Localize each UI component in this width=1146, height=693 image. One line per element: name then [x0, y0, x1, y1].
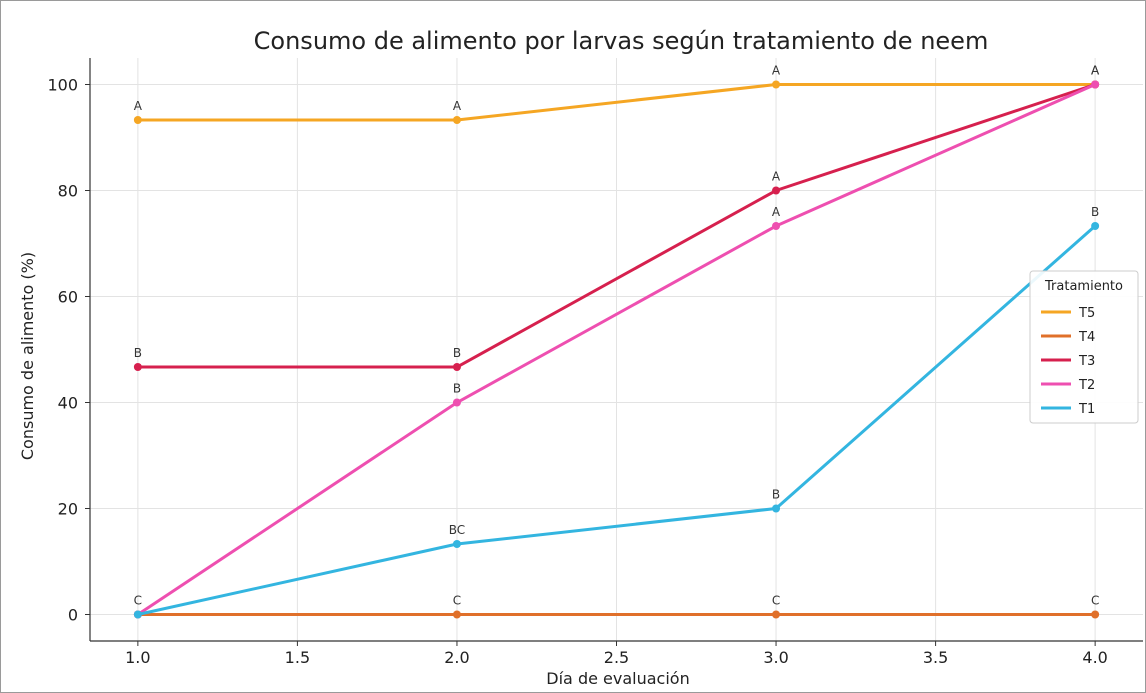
point-label-t3: B	[134, 346, 142, 360]
y-tick-label: 20	[58, 500, 78, 519]
series-line-t1	[137, 224, 1097, 616]
point-label-t4: C	[772, 594, 780, 608]
x-axis-title: Día de evaluación	[546, 669, 689, 688]
data-point-t5	[772, 80, 781, 89]
data-point-t5	[452, 116, 461, 125]
data-point-t3	[133, 362, 142, 371]
series-line-t5	[137, 83, 1096, 122]
data-point-t4	[772, 610, 781, 619]
chart-title: Consumo de alimento por larvas según tra…	[254, 27, 989, 55]
point-label-t4: C	[1091, 594, 1099, 608]
legend-label-t3: T3	[1078, 354, 1095, 369]
legend-label-t2: T2	[1078, 378, 1095, 393]
legend-label-t5: T5	[1078, 306, 1095, 321]
point-label-t1: BC	[449, 523, 465, 537]
data-point-t3	[452, 362, 461, 371]
data-point-t2	[1091, 80, 1100, 89]
point-label-t5: A	[772, 64, 781, 78]
legend-title: Tratamiento	[1044, 279, 1123, 294]
point-label-t3: B	[453, 346, 461, 360]
point-label-t3: A	[772, 170, 781, 184]
series-line-t3	[137, 83, 1096, 369]
y-tick-label: 60	[58, 288, 78, 307]
data-point-t2	[772, 222, 781, 231]
legend-items: T5 T4 T3 T2 T1	[1041, 306, 1095, 417]
x-tick-label: 4.0	[1082, 648, 1107, 667]
x-tick-label: 2.5	[604, 648, 629, 667]
point-label-t4: C	[134, 594, 142, 608]
point-label-t2: B	[453, 382, 461, 396]
data-point-t4	[1091, 610, 1100, 619]
y-tick-label: 40	[58, 394, 78, 413]
legend-label-t4: T4	[1078, 330, 1095, 345]
data-point-t2	[452, 398, 461, 407]
point-label-t5: A	[453, 99, 462, 113]
y-tick-label: 100	[47, 76, 78, 95]
series-lines	[133, 80, 1100, 619]
data-point-t4	[452, 610, 461, 619]
point-label-t3: A	[1091, 64, 1100, 78]
x-tick-label: 2.0	[444, 648, 469, 667]
point-label-t5: A	[134, 99, 143, 113]
y-tick-label: 80	[58, 182, 78, 201]
data-point-t1	[772, 504, 781, 513]
y-axis-ticks: 0 20 40 60 80 100	[47, 76, 90, 625]
x-axis-ticks: 1.0 1.5 2.0 2.5 3.0 3.5 4.0	[125, 641, 1108, 667]
legend: Tratamiento T5 T4 T3 T2 T1	[1029, 270, 1139, 424]
point-label-t1: B	[1091, 205, 1099, 219]
data-point-t1	[133, 610, 142, 619]
data-point-t1	[452, 540, 461, 549]
series-line-t2	[137, 83, 1096, 616]
point-label-t4: C	[453, 594, 461, 608]
legend-label-t1: T1	[1078, 402, 1095, 417]
point-label-t2: A	[772, 205, 781, 219]
point-label-t5: A	[1091, 64, 1100, 78]
data-point-t3	[772, 186, 781, 195]
x-tick-label: 1.0	[125, 648, 150, 667]
x-tick-label: 3.0	[763, 648, 788, 667]
y-tick-label: 0	[68, 606, 78, 625]
point-label-t1: B	[772, 488, 780, 502]
x-tick-label: 3.5	[923, 648, 948, 667]
y-axis-title: Consumo de alimento (%)	[18, 252, 37, 460]
data-point-t5	[133, 116, 142, 125]
grid-lines	[90, 58, 1143, 641]
x-tick-label: 1.5	[285, 648, 310, 667]
data-point-t1	[1091, 222, 1100, 231]
